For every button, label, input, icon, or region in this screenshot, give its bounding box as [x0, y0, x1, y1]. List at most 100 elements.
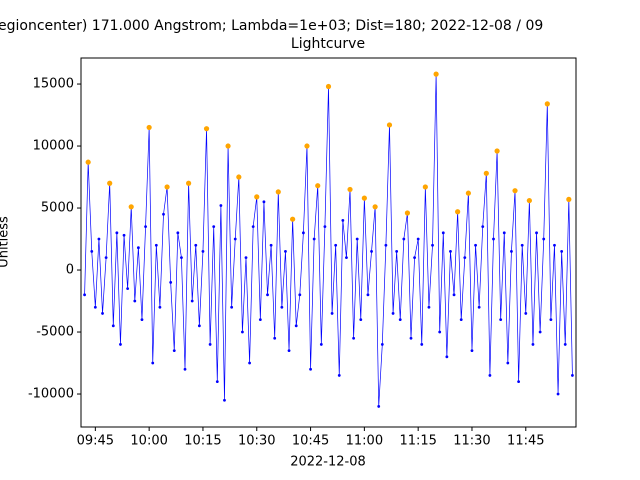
data-point: [169, 281, 173, 284]
data-point: [83, 293, 86, 297]
data-point: [409, 336, 413, 340]
peak-marker: [254, 194, 260, 200]
data-point: [488, 374, 492, 377]
data-point: [215, 380, 219, 384]
data-point: [384, 243, 388, 247]
data-point: [499, 318, 503, 322]
data-point: [266, 293, 269, 297]
peak-marker: [325, 83, 332, 90]
peak-marker: [465, 190, 471, 196]
peak-marker: [361, 195, 367, 201]
data-point: [542, 237, 546, 241]
peak-marker: [526, 197, 532, 204]
chart-title: egioncenter) 171.000 Angstrom; Lambda=1e…: [0, 18, 543, 34]
data-point: [563, 343, 567, 346]
data-point: [441, 231, 445, 235]
data-point: [330, 312, 334, 315]
data-point: [416, 237, 420, 241]
peak-marker: [404, 210, 411, 216]
data-point: [571, 374, 574, 377]
data-point: [183, 367, 187, 371]
data-point: [212, 225, 216, 229]
y-tick-label: 0: [66, 263, 74, 278]
peak-marker: [347, 186, 353, 193]
data-point: [452, 293, 456, 297]
data-point: [309, 367, 312, 371]
data-point: [341, 219, 345, 222]
data-point: [119, 343, 122, 346]
data-point: [298, 293, 302, 297]
peak-marker: [483, 170, 489, 176]
data-point: [312, 237, 316, 241]
x-tick-label: 11:30: [453, 434, 490, 449]
data-point: [398, 318, 402, 322]
x-tick-label: 09:45: [77, 434, 114, 449]
data-point: [510, 250, 513, 253]
y-tick-label: -10000: [28, 387, 74, 402]
data-point: [319, 343, 323, 346]
data-point: [90, 250, 94, 253]
peak-marker: [128, 204, 134, 210]
data-point: [474, 243, 477, 247]
data-point: [352, 336, 356, 340]
x-tick-label: 10:00: [130, 434, 167, 449]
peak-marker: [146, 124, 152, 131]
data-point: [287, 349, 291, 353]
peak-marker: [315, 183, 321, 189]
data-point: [370, 250, 373, 253]
data-point: [115, 231, 119, 235]
data-point: [230, 305, 234, 309]
peak-marker: [566, 196, 572, 202]
peak-marker: [512, 188, 518, 194]
peak-marker: [275, 189, 281, 195]
peak-marker: [186, 180, 192, 186]
x-tick-label: 11:00: [346, 434, 383, 449]
data-point: [280, 305, 284, 309]
data-point: [190, 299, 194, 303]
data-point: [459, 318, 463, 322]
plot-frame: [80, 57, 577, 428]
data-point: [151, 361, 155, 365]
data-point: [334, 243, 338, 247]
data-point: [144, 225, 147, 229]
data-point: [323, 225, 327, 229]
x-tick-label: 11:15: [399, 434, 436, 449]
data-point: [477, 305, 481, 309]
peak-marker: [290, 216, 296, 222]
data-point: [251, 225, 255, 229]
data-point: [449, 250, 452, 253]
peak-marker: [85, 159, 91, 165]
x-axis-label: 2022-12-08: [290, 455, 366, 470]
peak-marker: [494, 148, 500, 154]
data-point: [284, 250, 287, 253]
data-point: [208, 343, 212, 346]
data-point: [133, 299, 137, 303]
data-point: [506, 361, 510, 365]
data-point: [402, 237, 406, 241]
peak-marker: [107, 180, 113, 186]
x-tick-label: 10:30: [238, 434, 275, 449]
data-point: [538, 330, 542, 334]
data-point: [201, 250, 205, 253]
data-point: [180, 256, 183, 260]
data-point: [176, 231, 180, 235]
data-point: [223, 398, 226, 402]
data-point: [366, 293, 370, 297]
data-point: [556, 392, 560, 396]
data-point: [431, 243, 434, 247]
data-point: [273, 336, 277, 340]
data-point: [197, 324, 201, 328]
y-tick-label: 5000: [41, 201, 74, 216]
data-point: [470, 349, 474, 353]
data-point: [413, 256, 416, 260]
data-point: [294, 324, 298, 328]
peak-marker: [225, 143, 231, 149]
data-point: [136, 246, 140, 250]
data-point: [492, 237, 495, 241]
data-point: [524, 312, 528, 315]
x-tick-label: 10:15: [184, 434, 221, 449]
y-tick-label: 10000: [33, 139, 74, 154]
y-axis-label: Unitless: [0, 216, 12, 268]
peak-marker: [304, 143, 310, 149]
data-point: [93, 305, 97, 309]
